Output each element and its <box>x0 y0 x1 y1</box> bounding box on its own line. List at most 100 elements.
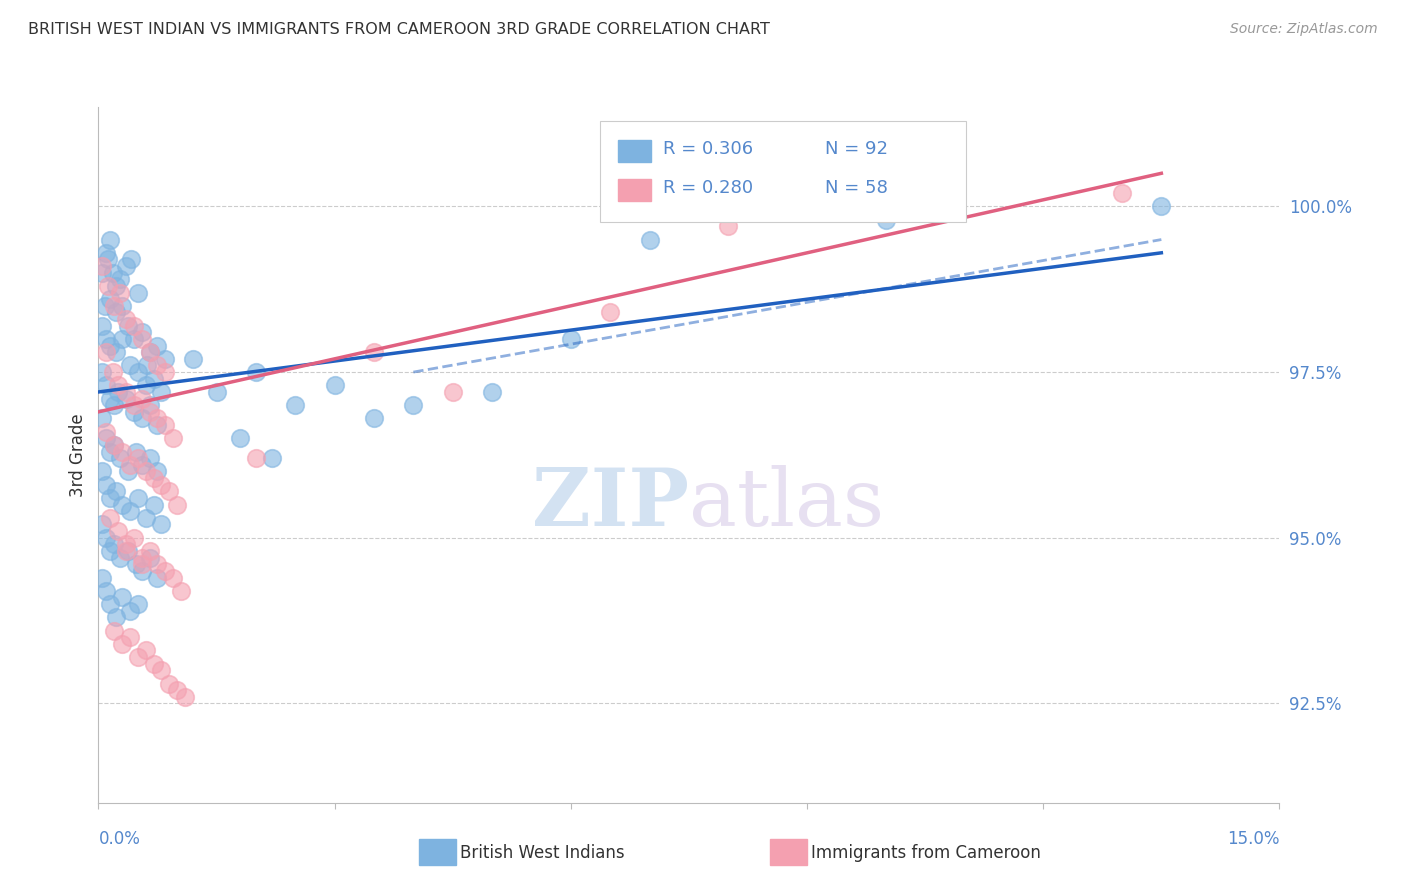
Point <box>111 332 134 346</box>
Point <box>166 683 188 698</box>
Point <box>101 266 124 280</box>
Point <box>135 511 157 525</box>
Point <box>245 451 267 466</box>
Point <box>638 233 661 247</box>
Point <box>115 537 138 551</box>
Point <box>131 458 153 472</box>
Point <box>91 318 114 333</box>
Point <box>155 564 177 578</box>
Point <box>115 384 138 399</box>
Point <box>104 305 127 319</box>
Point <box>111 444 134 458</box>
Point <box>91 266 114 280</box>
Point <box>96 245 118 260</box>
Point <box>91 411 114 425</box>
Point <box>96 583 118 598</box>
Point <box>103 624 125 638</box>
Point <box>142 498 165 512</box>
Point <box>110 272 132 286</box>
Point <box>122 318 145 333</box>
Point <box>875 212 897 227</box>
Point <box>142 657 165 671</box>
Point <box>441 384 464 399</box>
Point <box>127 650 149 665</box>
Point <box>122 531 145 545</box>
Point <box>146 359 169 373</box>
Point <box>110 285 132 300</box>
Point <box>118 504 141 518</box>
Point <box>363 345 385 359</box>
Point <box>146 558 169 572</box>
Point <box>111 637 134 651</box>
Point <box>131 564 153 578</box>
Text: R = 0.306: R = 0.306 <box>664 140 754 158</box>
FancyBboxPatch shape <box>619 178 651 201</box>
Point <box>122 332 145 346</box>
Point <box>107 384 129 399</box>
Point <box>101 365 124 379</box>
Point <box>96 477 118 491</box>
Point <box>115 544 138 558</box>
Point <box>170 583 193 598</box>
Point <box>110 451 132 466</box>
Point <box>146 411 169 425</box>
Point <box>107 524 129 538</box>
Point <box>118 359 141 373</box>
Point <box>96 425 118 439</box>
Point <box>122 405 145 419</box>
Point <box>127 365 149 379</box>
Point <box>150 384 173 399</box>
Point <box>166 498 188 512</box>
Point <box>150 517 173 532</box>
Point <box>97 252 120 267</box>
Point <box>91 465 114 479</box>
Point <box>98 544 121 558</box>
Point <box>96 531 118 545</box>
Point <box>118 604 141 618</box>
Point <box>117 318 139 333</box>
Point <box>91 259 114 273</box>
Point <box>142 471 165 485</box>
Point <box>111 498 134 512</box>
Point <box>174 690 197 704</box>
Text: 15.0%: 15.0% <box>1227 830 1279 847</box>
Point <box>96 431 118 445</box>
Text: Source: ZipAtlas.com: Source: ZipAtlas.com <box>1230 22 1378 37</box>
Point <box>97 279 120 293</box>
Point <box>363 411 385 425</box>
Point <box>142 372 165 386</box>
Point <box>402 398 425 412</box>
Point <box>127 491 149 505</box>
Point <box>91 570 114 584</box>
Point <box>131 558 153 572</box>
Point <box>146 570 169 584</box>
Point <box>96 378 118 392</box>
Point <box>93 299 115 313</box>
Text: 0.0%: 0.0% <box>98 830 141 847</box>
Point <box>96 345 118 359</box>
Point <box>104 484 127 499</box>
FancyBboxPatch shape <box>600 121 966 222</box>
Point <box>157 676 180 690</box>
Point <box>138 345 160 359</box>
Point <box>146 465 169 479</box>
FancyBboxPatch shape <box>619 140 651 162</box>
Point <box>284 398 307 412</box>
Point <box>136 359 159 373</box>
Point <box>98 444 121 458</box>
Point <box>481 384 503 399</box>
Point <box>117 544 139 558</box>
Point <box>110 550 132 565</box>
Point <box>103 398 125 412</box>
Point <box>138 398 160 412</box>
Point <box>560 332 582 346</box>
Point <box>117 465 139 479</box>
Point <box>135 378 157 392</box>
Point <box>91 365 114 379</box>
Point <box>103 438 125 452</box>
Point <box>138 550 160 565</box>
Point <box>138 544 160 558</box>
Point <box>599 305 621 319</box>
Text: N = 58: N = 58 <box>825 178 887 197</box>
Point <box>205 384 228 399</box>
